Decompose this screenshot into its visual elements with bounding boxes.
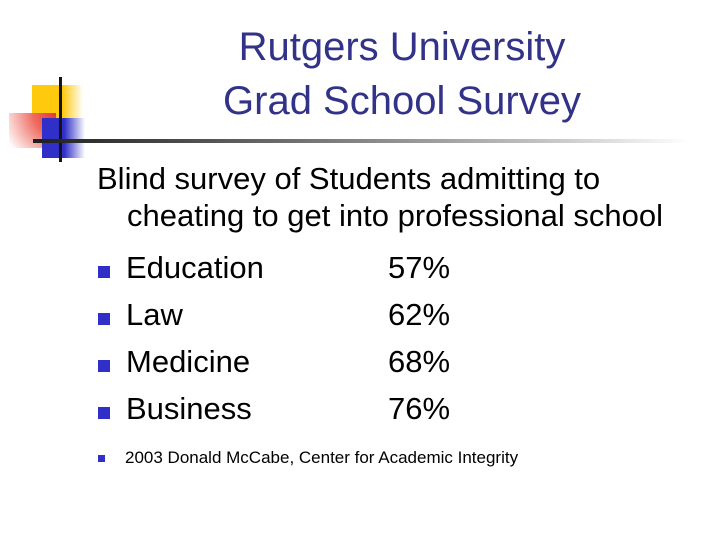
citation: 2003 Donald McCabe, Center for Academic … — [98, 447, 658, 471]
bullet-square-icon — [98, 407, 110, 419]
title-divider-rule — [33, 139, 690, 143]
list-item: Business 76% — [98, 390, 678, 430]
yellow-square-decoration — [32, 85, 83, 118]
slide-title: Rutgers University Grad School Survey — [90, 20, 714, 128]
list-item: Medicine 68% — [98, 343, 678, 383]
bullet-square-icon — [98, 455, 105, 462]
slide-title-line-1: Rutgers University — [238, 25, 566, 69]
vertical-rule-decoration — [59, 77, 62, 162]
blue-square-decoration — [42, 118, 85, 158]
list-item-value: 68% — [388, 344, 451, 379]
list-item-value: 57% — [388, 250, 451, 285]
list-item-label: Law — [126, 297, 183, 332]
citation-text: 2003 Donald McCabe, Center for Academic … — [125, 448, 519, 467]
list-item-label: Medicine — [126, 344, 251, 379]
bullet-square-icon — [98, 266, 110, 278]
bullet-square-icon — [98, 313, 110, 325]
list-item-label: Business — [126, 391, 252, 426]
intro-text-line-2: cheating to get into professional school — [127, 198, 663, 233]
list-item: Law 62% — [98, 296, 678, 336]
list-item-value: 62% — [388, 297, 451, 332]
intro-text-line-1: Blind survey of Students admitting to — [97, 161, 601, 196]
list-item: Education 57% — [98, 249, 678, 289]
slide-title-line-2: Grad School Survey — [223, 79, 581, 123]
list-item-value: 76% — [388, 391, 451, 426]
bullet-square-icon — [98, 360, 110, 372]
list-item-label: Education — [126, 250, 264, 285]
